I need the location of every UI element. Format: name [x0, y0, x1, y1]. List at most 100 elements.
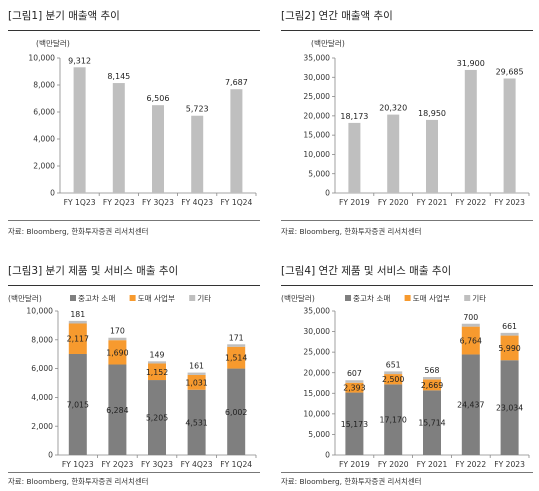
legend-label-0: 중고차 소매	[353, 294, 390, 303]
y-tick-label: 6,000	[33, 108, 55, 117]
legend-swatch-0	[345, 295, 351, 301]
chart-title: [그림2] 연간 매출액 추이	[281, 10, 393, 22]
bar-fy-2022-series-0	[461, 354, 480, 455]
x-tick-label-fy-2022: FY 2022	[455, 460, 486, 469]
data-label-fy-2023: 29,685	[496, 68, 524, 77]
data-label-fy-2022-used-car: 24,437	[457, 401, 484, 410]
bar-fy-1q23	[73, 67, 86, 193]
bar-fy-4q23-series-1	[187, 374, 206, 390]
legend-label-1: 도매 사업부	[138, 294, 175, 303]
x-tick-label-fy-2021: FY 2021	[417, 460, 448, 469]
bar-fy-3q23-series-2	[148, 361, 166, 364]
data-label-fy-2023-other: 661	[502, 322, 517, 331]
title-divider	[8, 30, 260, 31]
x-tick-label-fy-2020: FY 2020	[378, 198, 409, 207]
bar-fy-2q23-series-1	[108, 340, 127, 365]
y-tick-label: 10,000	[26, 307, 53, 316]
x-tick-label-fy-2023: FY 2023	[494, 460, 525, 469]
data-label-fy-4q23: 5,723	[186, 105, 209, 114]
legend-label-2: 기타	[472, 294, 486, 303]
x-tick-label-fy-2022: FY 2022	[455, 198, 486, 207]
bar-fy-1q23-series-1	[68, 323, 87, 354]
data-label-fy-2019-other: 607	[347, 369, 362, 378]
data-label-fy-2020-other: 651	[386, 360, 401, 369]
y-tick-label: 15,000	[303, 389, 330, 398]
bar-fy-1q24-series-2	[227, 344, 246, 347]
bar-fy-4q23	[191, 115, 204, 193]
bar-fy-2019-series-0	[345, 392, 364, 455]
title-divider	[8, 285, 260, 286]
data-label-fy-2022-wholesale: 6,764	[460, 337, 482, 346]
title-divider	[281, 285, 533, 286]
chart-title: [그림4] 연간 제품 및 서비스 매출 추이	[281, 265, 452, 277]
data-label-fy-1q23: 9,312	[68, 56, 91, 65]
y-tick-label: 0	[325, 189, 330, 198]
x-tick-label-fy-1q23: FY 1Q23	[62, 460, 94, 469]
y-tick-label: 10,000	[303, 150, 330, 159]
bar-fy-3q23-series-1	[148, 363, 166, 381]
y-tick-label: 4,000	[33, 135, 55, 144]
x-tick-label-fy-3q23: FY 3Q23	[142, 198, 174, 207]
source-divider	[8, 220, 260, 221]
data-label-fy-2021: 18,950	[418, 109, 446, 118]
legend-swatch-0	[70, 295, 76, 301]
data-label-fy-3q23-other: 149	[150, 350, 165, 359]
legend-swatch-1	[129, 295, 136, 301]
y-tick-label: 20,000	[303, 111, 330, 120]
bar-fy-2022-series-2	[461, 323, 480, 327]
data-label-fy-2020-wholesale: 2,500	[382, 375, 404, 384]
data-label-fy-2q23: 8,145	[107, 72, 130, 81]
x-tick-label-fy-2q23: FY 2Q23	[103, 198, 135, 207]
y-tick-label: 35,000	[303, 307, 330, 316]
data-label-fy-4q23-other: 161	[189, 362, 204, 371]
bar-fy-2020-series-1	[384, 374, 403, 385]
data-label-fy-2023-used-car: 23,034	[496, 404, 523, 413]
y-axis-unit-label: (백만달러)	[8, 293, 42, 303]
bar-fy-2020-series-2	[384, 371, 403, 375]
y-tick-label: 8,000	[31, 335, 53, 344]
bar-fy-2023-series-2	[500, 332, 519, 336]
source-divider	[281, 220, 533, 221]
x-tick-label-fy-4q23: FY 4Q23	[181, 198, 213, 207]
data-label-fy-4q23-wholesale: 1,031	[185, 378, 207, 387]
source-note: 자료: Bloomberg, 한화투자증권 리서치센터	[281, 227, 422, 236]
bar-fy-3q23	[152, 105, 164, 193]
data-label-fy-2q23-wholesale: 1,690	[106, 348, 128, 357]
y-tick-label: 2,000	[31, 422, 53, 431]
bar-fy-2021-series-2	[423, 377, 441, 380]
data-label-fy-1q24-used-car: 6,002	[225, 408, 247, 417]
data-label-fy-1q24-wholesale: 1,514	[225, 354, 247, 363]
bar-fy-1q24-series-1	[227, 346, 246, 369]
data-label-fy-3q23-wholesale: 1,152	[146, 368, 168, 377]
data-label-fy-2021-used-car: 15,714	[418, 419, 445, 428]
stacked-bar-chart-annual-segments: (백만달러) 중고차 소매 도매 사업부 기타 0 5,000 10,000 15,000 20…	[281, 293, 530, 469]
chart-panel-quarterly-revenue: [그림1] 분기 매출액 추이 (백만달러) 0 2,000 4,000 6,000 8,…	[8, 8, 260, 240]
data-label-fy-2019-used-car: 15,173	[341, 420, 368, 429]
x-tick-label-fy-3q23: FY 3Q23	[141, 460, 173, 469]
data-label-fy-1q24-other: 171	[229, 333, 244, 342]
bar-fy-3q23-series-0	[148, 380, 166, 455]
source-divider	[281, 472, 533, 473]
chart-panel-quarterly-segments: [그림3] 분기 제품 및 서비스 매출 추이 (백만달러) 중고차 소매 도매 사…	[8, 263, 260, 487]
y-axis-unit-label: (백만달러)	[281, 293, 315, 303]
legend-swatch-2	[189, 295, 196, 301]
x-tick-label-fy-2021: FY 2021	[417, 198, 448, 207]
bar-fy-2020-series-0	[384, 384, 403, 455]
x-tick-label-fy-2020: FY 2020	[378, 460, 409, 469]
y-tick-label: 4,000	[31, 393, 53, 402]
data-label-fy-2021-wholesale: 2,669	[421, 381, 443, 390]
bar-fy-2019-series-1	[345, 382, 364, 393]
bar-fy-2020	[387, 114, 400, 193]
bar-fy-1q24	[230, 89, 243, 193]
y-tick-label: 6,000	[31, 364, 53, 373]
data-label-fy-2022: 31,900	[457, 59, 485, 68]
bar-fy-2022	[464, 69, 477, 193]
data-label-fy-1q23-used-car: 7,015	[67, 400, 89, 409]
bar-fy-4q23-series-2	[187, 372, 206, 375]
data-label-fy-2022-other: 700	[463, 313, 478, 322]
y-tick-label: 30,000	[303, 327, 330, 336]
bar-fy-2q23	[112, 83, 125, 193]
y-tick-label: 5,000	[308, 430, 330, 439]
chart-panel-annual-segments: [그림4] 연간 제품 및 서비스 매출 추이 (백만달러) 중고차 소매 도매 사…	[281, 263, 533, 487]
data-label-fy-1q24: 7,687	[225, 78, 248, 87]
